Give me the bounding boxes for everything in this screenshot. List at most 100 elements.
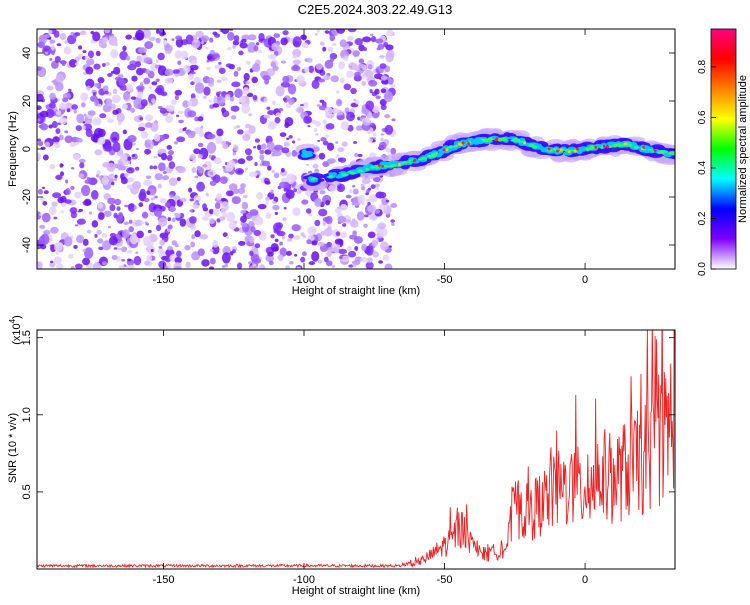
noise-blob (268, 53, 277, 60)
noise-blob (336, 114, 345, 121)
noise-blob (390, 203, 398, 209)
noise-blob (324, 30, 330, 34)
noise-blob (112, 137, 117, 141)
noise-blob (104, 144, 113, 152)
noise-blob (162, 39, 168, 46)
noise-blob (352, 230, 358, 236)
colorbar-label: Normalized spectral amplitude (737, 75, 749, 223)
spectrogram-x-axis-label: Height of straight line (km) (292, 285, 420, 297)
noise-blob (154, 64, 160, 69)
noise-blob (209, 49, 215, 55)
noise-blob (165, 50, 172, 55)
noise-blob (51, 201, 58, 207)
noise-blob (188, 73, 195, 81)
noise-blob (101, 175, 110, 186)
noise-blob (370, 36, 377, 43)
noise-blob (272, 204, 280, 211)
noise-blob (219, 216, 226, 221)
noise-blob (221, 264, 226, 269)
noise-blob (377, 222, 387, 230)
noise-blob (367, 201, 371, 206)
noise-blob (153, 207, 163, 217)
noise-blob (291, 224, 301, 232)
noise-blob (188, 187, 193, 193)
noise-blob (249, 209, 259, 216)
noise-blob (212, 239, 219, 248)
noise-blob (231, 81, 241, 88)
ridge-blob (387, 160, 397, 165)
noise-blob (314, 197, 322, 207)
noise-blob (135, 147, 140, 151)
noise-blob (301, 199, 309, 205)
noise-blob (199, 131, 205, 138)
noise-blob (146, 190, 151, 195)
noise-blob (335, 231, 341, 237)
noise-blob (206, 66, 211, 71)
ridge-blob (612, 144, 618, 148)
noise-blob (363, 223, 368, 228)
noise-blob (275, 112, 282, 117)
ridge-blob (328, 175, 334, 179)
noise-blob (52, 136, 60, 143)
noise-blob (189, 198, 194, 202)
noise-blob (248, 113, 253, 117)
ridge-blob (454, 144, 458, 147)
noise-blob (94, 82, 100, 88)
noise-blob (202, 163, 208, 168)
noise-blob (150, 197, 155, 201)
noise-blob (108, 235, 118, 246)
ridge-blob (342, 173, 348, 177)
noise-blob (82, 50, 87, 54)
noise-blob (60, 171, 65, 177)
noise-blob (271, 200, 277, 204)
noise-blob (140, 99, 148, 107)
ridge-peak (457, 142, 461, 146)
noise-blob (239, 42, 248, 49)
noise-blob (336, 154, 340, 159)
noise-blob (102, 240, 112, 251)
noise-blob (369, 138, 374, 143)
noise-blob (39, 110, 49, 118)
noise-blob (174, 212, 181, 219)
noise-blob (64, 135, 73, 144)
noise-blob (216, 193, 222, 201)
noise-blob (97, 137, 106, 145)
ridge-blob (407, 161, 412, 164)
noise-blob (154, 173, 164, 181)
noise-blob (240, 210, 247, 214)
noise-blob (209, 171, 214, 175)
noise-blob (380, 241, 389, 251)
noise-blob (187, 110, 197, 118)
noise-blob (157, 183, 162, 189)
spectrogram-x-ticks: -150 -100 -50 0 (152, 29, 588, 286)
noise-blob (74, 224, 79, 227)
noise-blob (101, 261, 108, 266)
ridge-blob (338, 171, 348, 174)
noise-blob (88, 211, 93, 215)
noise-blob (240, 183, 246, 189)
noise-blob (64, 40, 68, 44)
noise-blob (102, 162, 111, 168)
noise-blob (180, 197, 187, 202)
noise-blob (52, 192, 62, 199)
noise-blob (49, 261, 56, 268)
noise-blob (193, 76, 202, 85)
noise-blob (347, 250, 357, 258)
noise-blob (385, 199, 390, 203)
noise-blob (168, 161, 176, 170)
noise-blob (261, 160, 271, 167)
noise-blob (344, 107, 350, 113)
noise-blob (302, 102, 309, 108)
ridge-blob (389, 164, 395, 168)
noise-blob (312, 163, 319, 169)
noise-blob (123, 160, 131, 166)
noise-blob (213, 157, 222, 165)
noise-blob (86, 58, 95, 66)
noise-blob (388, 245, 392, 248)
noise-blob (111, 255, 118, 261)
noise-blob (380, 104, 387, 111)
noise-blob (178, 128, 184, 134)
noise-blob (49, 244, 55, 248)
noise-blob (243, 72, 250, 81)
noise-blob (135, 85, 145, 91)
